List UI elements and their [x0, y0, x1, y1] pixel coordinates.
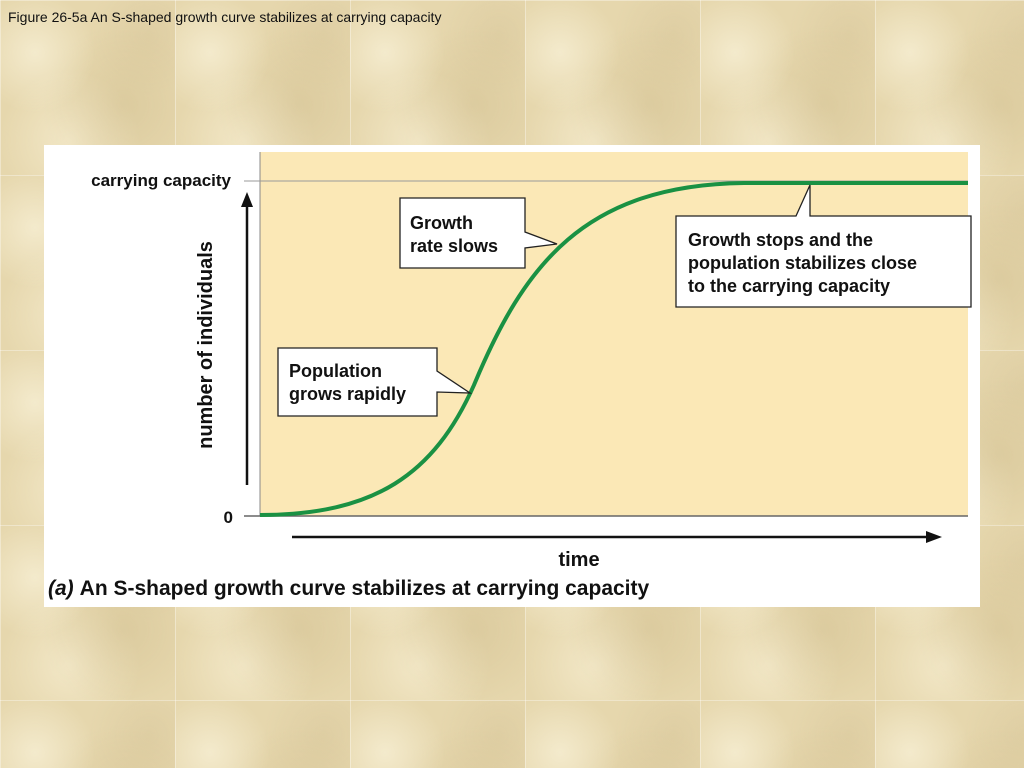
growth-curve: [259, 181, 968, 517]
callout-stabilizes-box: [675, 184, 972, 308]
y-axis-label: number of individuals: [195, 241, 217, 449]
slide-title: Figure 26-5a An S-shaped growth curve st…: [8, 9, 442, 25]
y-tick-label-bottom: 0: [224, 508, 233, 527]
callout-grows-rapidly-box: [277, 347, 473, 417]
caption-tag: (a): [48, 577, 74, 600]
callout-stabilizes-line2: population stabilizes close: [688, 253, 917, 273]
figure-panel: carrying capacity 0 number of individual…: [44, 145, 980, 607]
y-axis-arrow-head: [241, 192, 253, 207]
growth-curve-diagram: carrying capacity 0 number of individual…: [91, 152, 972, 571]
callout-grows-rapidly-line2: grows rapidly: [289, 384, 406, 404]
callout-rate-slows-line2: rate slows: [410, 236, 498, 256]
y-tick-label-top: carrying capacity: [91, 171, 231, 190]
x-axis-label: time: [558, 549, 599, 571]
callout-stabilizes-line3: to the carrying capacity: [688, 276, 890, 296]
callout-stabilizes-line1: Growth stops and the: [688, 230, 873, 250]
callout-rate-slows-box: [399, 197, 558, 269]
x-axis-arrow-head: [926, 531, 942, 543]
plot-area: [260, 152, 968, 516]
figure-caption: (a) An S-shaped growth curve stabilizes a…: [48, 577, 649, 601]
callout-rate-slows-line1: Growth: [410, 213, 473, 233]
caption-text: An S-shaped growth curve stabilizes at c…: [79, 577, 650, 600]
callout-grows-rapidly-line1: Population: [289, 361, 382, 381]
